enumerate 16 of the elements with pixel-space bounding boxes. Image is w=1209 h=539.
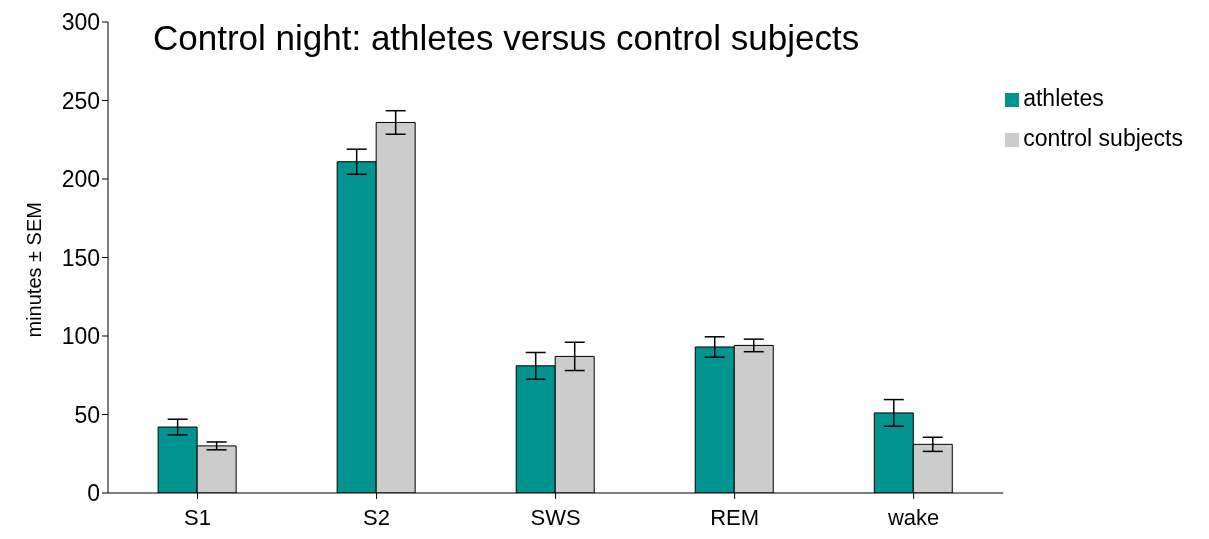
x-tick-label: wake [886, 504, 940, 530]
y-tick-label: 300 [61, 9, 100, 36]
y-tick-label: 50 [74, 401, 100, 428]
y-tick-label: 100 [61, 323, 100, 350]
x-tick-label: S2 [363, 504, 391, 530]
legend-label: athletes [1023, 85, 1104, 111]
x-tick-label: REM [710, 504, 760, 530]
legend-label: control subjects [1023, 125, 1183, 151]
chart-title: Control night: athletes versus control subjects [153, 18, 860, 58]
x-tick-label: SWS [530, 504, 581, 530]
y-tick-label: 250 [61, 87, 100, 114]
y-tick-label: 0 [87, 480, 100, 507]
y-tick-label: 200 [61, 166, 100, 193]
y-axis-title: minutes ± SEM [23, 202, 46, 338]
y-tick-label: 150 [61, 244, 100, 271]
x-tick-label: S1 [184, 504, 211, 530]
